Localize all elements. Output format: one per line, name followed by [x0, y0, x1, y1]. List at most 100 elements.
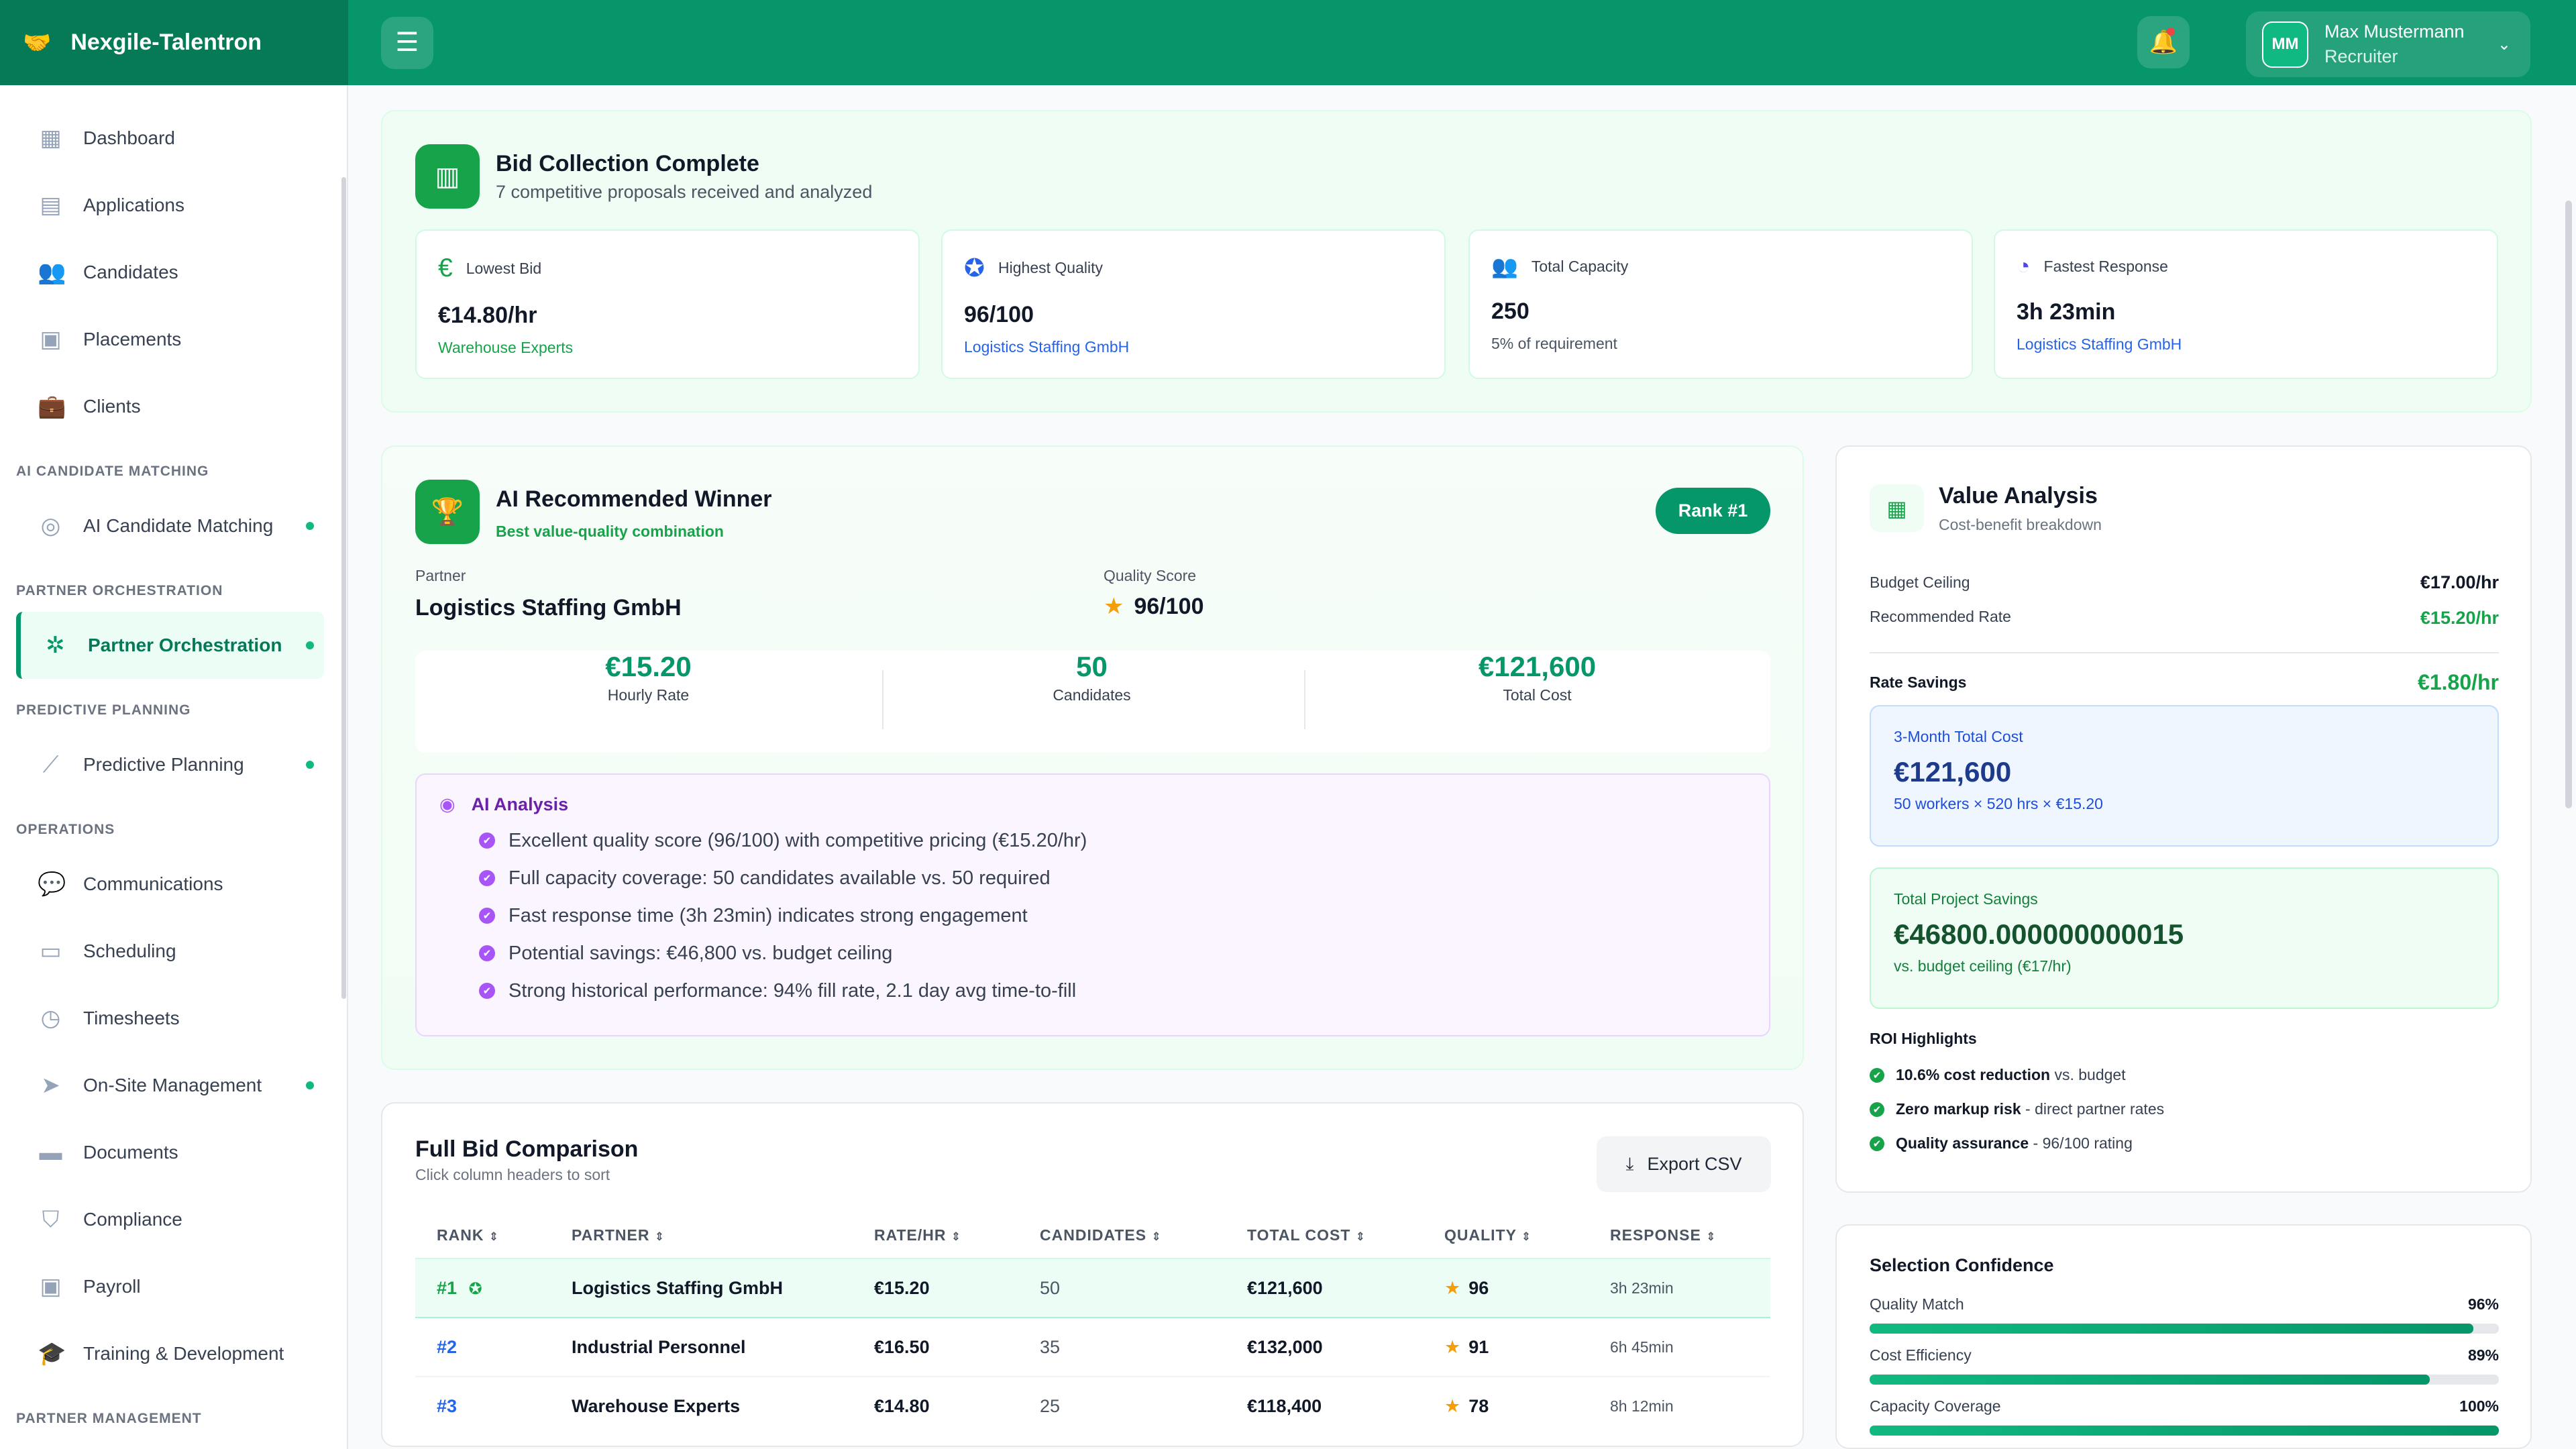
metric-label: Total Cost — [1503, 686, 1572, 704]
cell-value: €16.50 — [874, 1336, 930, 1357]
sort-icon: ⇕ — [1706, 1230, 1717, 1243]
cell-value: #2 — [437, 1336, 458, 1357]
confidence-value: 100% — [2459, 1397, 2499, 1415]
cell-value: 78 — [1468, 1396, 1489, 1416]
column-header[interactable]: PARTNER ⇕ — [550, 1212, 853, 1258]
roi-text: - 96/100 rating — [2029, 1134, 2133, 1152]
cell-value: €15.20 — [874, 1277, 930, 1298]
stat-note: Warehouse Experts — [438, 339, 574, 356]
nav-label: Applications — [83, 195, 184, 215]
card-title: AI Recommended Winner — [496, 486, 772, 512]
metric-label: Hourly Rate — [607, 686, 690, 704]
sidebar-item-communications[interactable]: 💬 Communications — [16, 851, 324, 918]
card-subtitle: Best value-quality combination — [496, 523, 724, 540]
sidebar-item-partner-orchestration[interactable]: ✲ Partner Orchestration — [16, 612, 324, 679]
cell-value: €132,000 — [1247, 1336, 1323, 1357]
roi-text: vs. budget — [2050, 1066, 2126, 1083]
lightbulb-icon: ◉ — [439, 794, 455, 814]
sort-icon: ⇕ — [488, 1230, 500, 1243]
winner-card: 🏆 AI Recommended Winner Best value-quali… — [381, 445, 1804, 1070]
progress-bar — [1870, 1324, 2499, 1334]
cell-value: €118,400 — [1247, 1396, 1322, 1416]
sidebar-item-payroll[interactable]: ▣ Payroll — [16, 1253, 324, 1320]
export-csv-button[interactable]: ⤓ Export CSV — [1597, 1136, 1771, 1192]
nav-label: Communications — [83, 873, 223, 894]
calculator-icon: ▦ — [1870, 484, 1924, 532]
button-label: Export CSV — [1647, 1154, 1742, 1174]
nav-label: Dashboard — [83, 127, 175, 148]
nav-label: Scheduling — [83, 941, 176, 961]
stat-label: Lowest Bid — [466, 259, 542, 277]
check-icon: ✔ — [1870, 1136, 1884, 1151]
column-header[interactable]: CANDIDATES ⇕ — [1018, 1212, 1226, 1258]
chart-icon: ▥ — [415, 144, 480, 209]
value-analysis-card: ▦ Value Analysis Cost-benefit breakdown B… — [1835, 445, 2532, 1193]
column-header[interactable]: QUALITY ⇕ — [1423, 1212, 1589, 1258]
cost-note: 50 workers × 520 hrs × €15.20 — [1894, 795, 2103, 812]
progress-fill — [1870, 1324, 2474, 1334]
sidebar-item-compliance[interactable]: ⛉ Compliance — [16, 1186, 324, 1253]
page-scrollbar[interactable] — [2565, 201, 2572, 808]
winner-metrics: €15.20 Hourly Rate 50 Candidates €121,600 T… — [415, 651, 1770, 753]
user-menu[interactable]: MM Max Mustermann Recruiter ⌄ — [2246, 11, 2530, 77]
roi-item: ✔ Quality assurance - 96/100 rating — [1870, 1126, 2164, 1161]
metric-label: Candidates — [1053, 686, 1131, 704]
sidebar-item-dashboard[interactable]: ▦ Dashboard — [16, 105, 324, 172]
cell-value: 50 — [1040, 1277, 1061, 1298]
sidebar-item-documents[interactable]: ▬ Documents — [16, 1119, 324, 1186]
network-icon: ✲ — [46, 633, 65, 658]
sidebar-item-placements[interactable]: ▣ Placements — [16, 306, 324, 373]
sidebar-item-onsite[interactable]: ➤ On-Site Management — [16, 1052, 324, 1119]
sidebar-item-training[interactable]: 🎓 Training & Development — [16, 1320, 324, 1387]
table-row[interactable]: #2 Industrial Personnel €16.50 35 €132,000 ★ 9… — [415, 1317, 1770, 1377]
sidebar-item-applications[interactable]: ▤ Applications — [16, 172, 324, 239]
confidence-label: Cost Efficiency — [1870, 1346, 1972, 1364]
notifications-button[interactable]: 🔔 — [2137, 16, 2190, 68]
sidebar-item-ai-matching[interactable]: ◎ AI Candidate Matching — [16, 492, 324, 559]
candidates-icon: 👥 — [38, 260, 66, 285]
sidebar-item-candidates[interactable]: 👥 Candidates — [16, 239, 324, 306]
star-icon: ★ — [1444, 1277, 1461, 1298]
nav-label: Payroll — [83, 1276, 141, 1297]
analysis-item: Potential savings: €46,800 vs. budget ce… — [479, 934, 1746, 972]
stat-note: Logistics Staffing GmbH — [964, 338, 1130, 356]
sidebar-scrollbar[interactable] — [341, 177, 346, 999]
sort-icon: ⇕ — [1355, 1230, 1366, 1243]
star-icon: ★ — [1444, 1336, 1461, 1357]
column-header[interactable]: TOTAL COST ⇕ — [1226, 1212, 1423, 1258]
table-row[interactable]: #1 ✪ Logistics Staffing GmbH €15.20 50 €121,… — [415, 1258, 1770, 1318]
card-subtitle: 7 competitive proposals received and ana… — [496, 182, 873, 202]
sidebar-item-timesheets[interactable]: ◷ Timesheets — [16, 985, 324, 1052]
menu-toggle-button[interactable]: ☰ — [381, 16, 433, 69]
sidebar-item-scheduling[interactable]: ▭ Scheduling — [16, 918, 324, 985]
column-header[interactable]: RESPONSE ⇕ — [1589, 1212, 1770, 1258]
trophy-icon: 🏆 — [415, 480, 480, 544]
dashboard-icon: ▦ — [40, 125, 62, 151]
cell-value: 3h 23min — [1610, 1279, 1674, 1297]
euro-icon: € — [438, 254, 453, 282]
confidence-label: Quality Match — [1870, 1295, 1964, 1313]
cell-value: Industrial Personnel — [572, 1336, 746, 1357]
analysis-item: Excellent quality score (96/100) with co… — [479, 822, 1746, 859]
table-cell: #3 — [415, 1376, 550, 1436]
brand[interactable]: 🤝 Nexgile-Talentron — [0, 0, 348, 85]
bid-comparison-card: Full Bid Comparison Click column headers … — [381, 1102, 1804, 1447]
stat-lowest-bid: € Lowest Bid €14.80/hr Warehouse Experts — [415, 229, 920, 379]
confidence-value: 89% — [2467, 1346, 2499, 1364]
sidebar-item-clients[interactable]: 💼 Clients — [16, 373, 324, 440]
sidebar-item-predictive-planning[interactable]: ⟋ Predictive Planning — [16, 731, 324, 798]
cell-value: €14.80 — [874, 1396, 930, 1416]
column-header[interactable]: RATE/HR ⇕ — [853, 1212, 1018, 1258]
card-title: Bid Collection Complete — [496, 151, 759, 176]
column-header[interactable]: RANK ⇕ — [415, 1212, 550, 1258]
savings-label: Total Project Savings — [1894, 890, 2038, 908]
cell-value: 91 — [1468, 1336, 1489, 1357]
app-title: Nexgile-Talentron — [70, 30, 262, 55]
table-row[interactable]: #3 Warehouse Experts €14.80 25 €118,400 ★ 78 8h… — [415, 1376, 1770, 1436]
section-title: PREDICTIVE PLANNING — [16, 702, 191, 718]
header-label: RATE/HR — [874, 1226, 947, 1244]
cell-value: 6h 45min — [1610, 1338, 1674, 1356]
user-name: Max Mustermann — [2324, 21, 2465, 42]
table-cell: €132,000 — [1226, 1317, 1423, 1377]
metric-value: €121,600 — [1478, 651, 1597, 682]
